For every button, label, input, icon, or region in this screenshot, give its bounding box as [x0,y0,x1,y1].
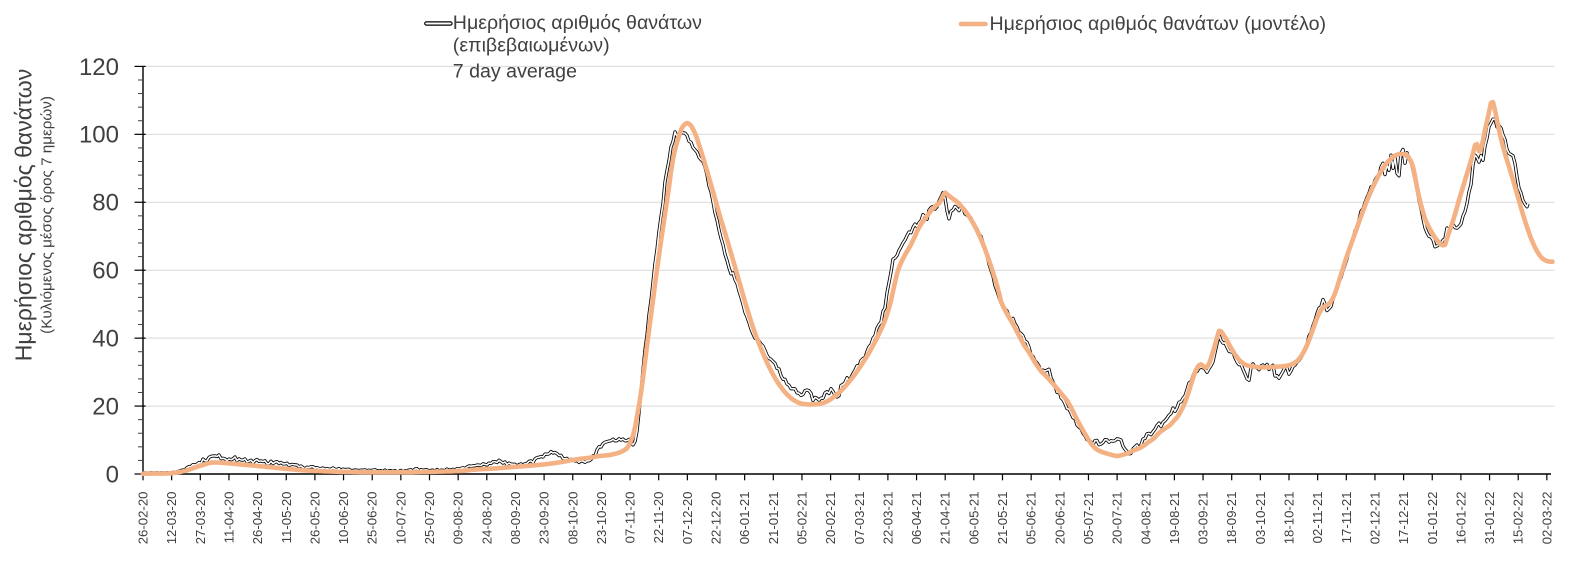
svg-text:18-09-21: 18-09-21 [1224,492,1239,545]
svg-text:02-11-21: 02-11-21 [1310,492,1325,544]
svg-text:15-02-22: 15-02-22 [1511,492,1526,545]
svg-text:02-03-22: 02-03-22 [1539,492,1554,545]
svg-text:09-08-20: 09-08-20 [451,492,466,545]
svg-text:22-03-21: 22-03-21 [880,492,895,545]
svg-text:31-01-22: 31-01-22 [1482,492,1497,545]
svg-text:26-02-20: 26-02-20 [136,492,151,545]
svg-text:12-03-20: 12-03-20 [164,492,179,545]
svg-text:23-10-20: 23-10-20 [594,492,609,545]
svg-text:11-05-20: 11-05-20 [279,492,294,544]
svg-text:20: 20 [92,394,119,421]
svg-text:120: 120 [79,54,119,81]
svg-text:Ημερήσιος αριθμός θανάτων: Ημερήσιος αριθμός θανάτων [10,69,36,361]
svg-text:07-11-20: 07-11-20 [623,492,638,544]
svg-text:26-04-20: 26-04-20 [250,492,265,545]
svg-text:40: 40 [92,326,119,353]
svg-text:20-07-21: 20-07-21 [1110,492,1125,545]
svg-text:17-12-21: 17-12-21 [1396,492,1411,545]
svg-text:10-06-20: 10-06-20 [336,492,351,545]
svg-text:100: 100 [79,122,119,149]
svg-text:18-10-21: 18-10-21 [1282,492,1297,545]
svg-text:16-01-22: 16-01-22 [1453,492,1468,545]
svg-text:05-06-21: 05-06-21 [1024,492,1039,545]
svg-text:08-10-20: 08-10-20 [565,492,580,545]
svg-text:20-02-21: 20-02-21 [823,492,838,545]
svg-text:04-08-21: 04-08-21 [1138,492,1153,545]
svg-text:11-04-20: 11-04-20 [221,492,236,544]
svg-text:08-09-20: 08-09-20 [508,492,523,545]
svg-text:02-12-21: 02-12-21 [1367,492,1382,545]
svg-text:(επιβεβαιωμένων): (επιβεβαιωμένων) [453,34,610,56]
svg-text:27-03-20: 27-03-20 [193,492,208,545]
svg-text:60: 60 [92,258,119,285]
svg-text:20-06-21: 20-06-21 [1052,492,1067,545]
svg-text:(Κυλιόμενος μέσος όρος 7 ημερώ: (Κυλιόμενος μέσος όρος 7 ημερών) [38,96,55,334]
svg-text:25-07-20: 25-07-20 [422,492,437,545]
svg-text:24-08-20: 24-08-20 [479,492,494,545]
svg-text:03-09-21: 03-09-21 [1196,492,1211,545]
svg-text:06-04-21: 06-04-21 [909,492,924,545]
svg-text:22-11-20: 22-11-20 [651,492,666,544]
svg-text:01-01-22: 01-01-22 [1425,492,1440,545]
svg-text:21-05-21: 21-05-21 [995,492,1010,545]
svg-text:05-07-21: 05-07-21 [1081,492,1096,545]
svg-text:22-12-20: 22-12-20 [709,492,724,545]
svg-text:80: 80 [92,190,119,217]
svg-text:7 day average: 7 day average [453,60,577,82]
svg-text:03-10-21: 03-10-21 [1253,492,1268,545]
svg-text:07-03-21: 07-03-21 [852,492,867,545]
svg-text:10-07-20: 10-07-20 [393,492,408,545]
svg-text:06-01-21: 06-01-21 [737,492,752,545]
svg-text:0: 0 [106,461,119,488]
svg-text:25-06-20: 25-06-20 [365,492,380,545]
svg-text:21-01-21: 21-01-21 [766,492,781,545]
svg-text:23-09-20: 23-09-20 [537,492,552,545]
svg-text:05-02-21: 05-02-21 [794,492,809,545]
svg-text:07-12-20: 07-12-20 [680,492,695,545]
svg-text:21-04-21: 21-04-21 [938,492,953,545]
svg-text:19-08-21: 19-08-21 [1167,492,1182,545]
svg-text:17-11-21: 17-11-21 [1339,492,1354,544]
svg-text:Ημερήσιος αριθμός θανάτων: Ημερήσιος αριθμός θανάτων [453,12,702,34]
svg-text:Ημερήσιος αριθμός θανάτων (μον: Ημερήσιος αριθμός θανάτων (μοντέλο) [990,13,1327,35]
svg-text:26-05-20: 26-05-20 [307,492,322,545]
svg-text:06-05-21: 06-05-21 [966,492,981,545]
